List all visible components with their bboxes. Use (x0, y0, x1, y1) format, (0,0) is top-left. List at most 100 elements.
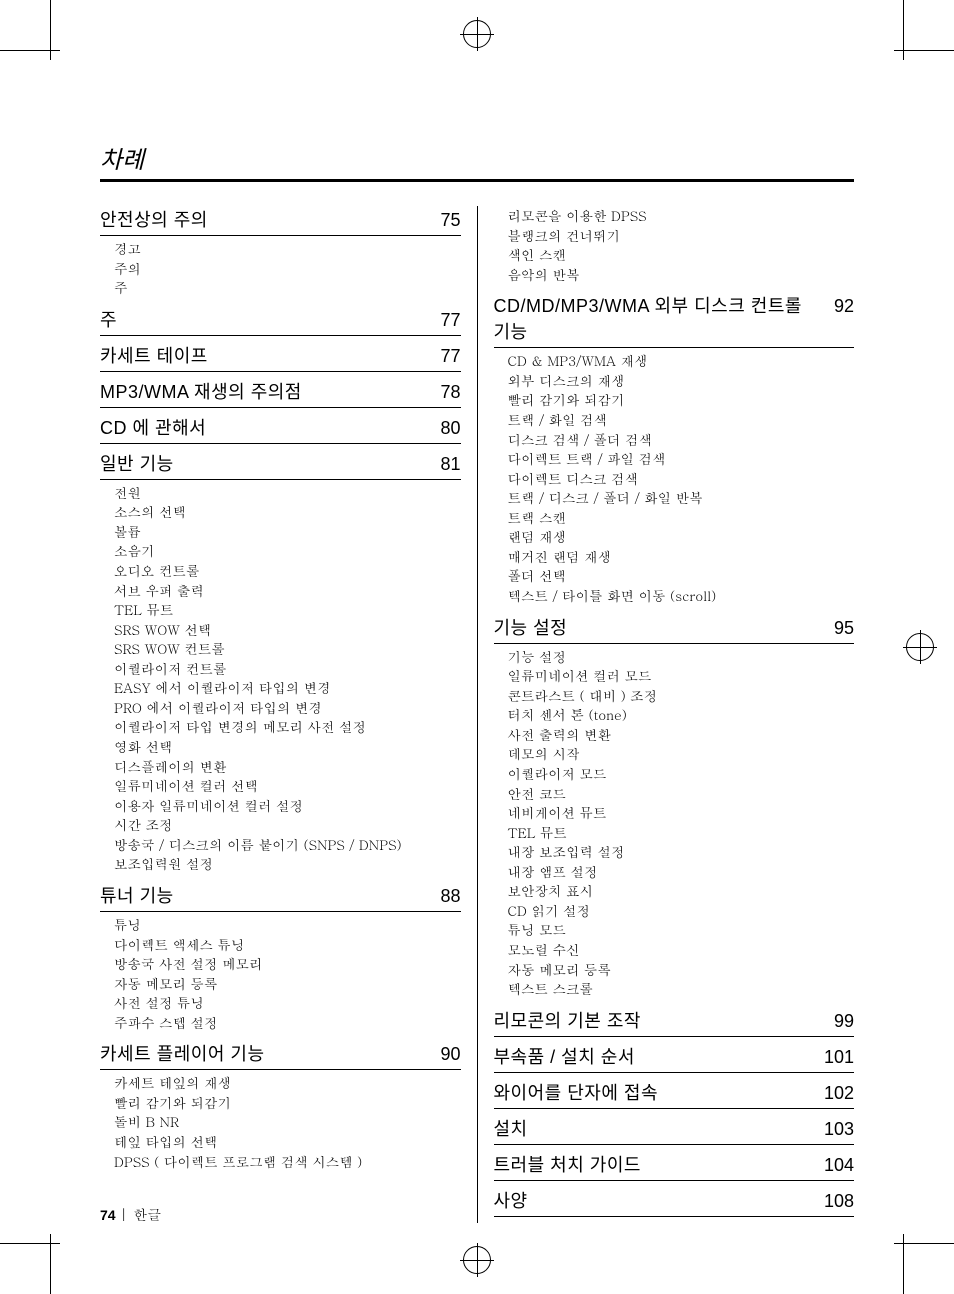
toc-subitem: 자동 메모리 등록 (114, 974, 461, 994)
toc-subitem: 돌비 B NR (114, 1112, 461, 1132)
crop-mark (0, 50, 60, 51)
toc-subitem: 오디오 컨트롤 (114, 561, 461, 581)
toc-subitem: 일류미네이션 컬러 선택 (114, 776, 461, 796)
toc-subitem: SRS WOW 컨트롤 (114, 639, 461, 659)
toc-section-heading: 기능 설정 95 (494, 614, 855, 644)
toc-section: 기능 설정 95 기능 설정일류미네이션 컬러 모드콘트라스트 ( 대비 ) 조정터… (494, 614, 855, 999)
toc-subitem: 보조입력원 설정 (114, 854, 461, 874)
toc-subitem: 다이렉트 디스크 검색 (508, 469, 855, 489)
toc-subitem: 리모콘을 이용한 DPSS (508, 206, 855, 226)
toc-section-title: 사양 (494, 1187, 528, 1213)
footer-separator: | (116, 1204, 134, 1224)
toc-subitem: 튜닝 모드 (508, 920, 855, 940)
toc-section: 카세트 테이프77 (100, 342, 461, 372)
toc-subitem: 내장 보조입력 설정 (508, 842, 855, 862)
toc-subitem: 기능 설정 (508, 647, 855, 667)
toc-subitem: 폴더 선택 (508, 566, 855, 586)
toc-subitem: 테잎 타입의 선택 (114, 1132, 461, 1152)
toc-section-page: 78 (440, 382, 460, 403)
toc-subitem: 콘트라스트 ( 대비 ) 조정 (508, 686, 855, 706)
toc-subitem: 외부 디스크의 재생 (508, 371, 855, 391)
toc-section-page: 99 (834, 1011, 854, 1032)
toc-section-page: 92 (834, 296, 854, 317)
toc-subitem: 주 (114, 278, 461, 298)
toc-subitem: 빨리 감기와 되감기 (508, 390, 855, 410)
toc-left-column: 안전상의 주의75경고주의주주77카세트 테이프77MP3/WMA 재생의 주의… (100, 206, 478, 1223)
toc-section-heading: 카세트 플레이어 기능90 (100, 1040, 461, 1070)
toc-section-page: 81 (440, 454, 460, 475)
toc-section: 카세트 플레이어 기능90카세트 테잎의 재생빨리 감기와 되감기돌비 B NR… (100, 1040, 461, 1171)
toc-section: 사양 108 (494, 1187, 855, 1217)
toc-subitem: 랜덤 재생 (508, 527, 855, 547)
toc-subitems: 전원소스의 선택볼륨소음기오디오 컨트롤서브 우퍼 출력TEL 뮤트SRS WO… (100, 483, 461, 874)
toc-section-heading: 설치103 (494, 1115, 855, 1145)
toc-subitem: 트랙 스캔 (508, 508, 855, 528)
toc-section-heading: 부속품 / 설치 순서101 (494, 1043, 855, 1073)
toc-subitem: 소음기 (114, 541, 461, 561)
toc-subitem: 사전 설정 튜닝 (114, 993, 461, 1013)
toc-section: 설치103 (494, 1115, 855, 1145)
toc-section-title: 안전상의 주의 (100, 206, 208, 232)
toc-section: MP3/WMA 재생의 주의점78 (100, 378, 461, 408)
toc-section: CD 에 관해서80 (100, 414, 461, 444)
toc-section-title: 기능 설정 (494, 614, 568, 640)
toc-section: 튜너 기능88 튜닝다이렉트 액세스 튜닝방송국 사전 설정 메모리자동 메모리 … (100, 882, 461, 1032)
toc-section-page: 102 (824, 1083, 854, 1104)
toc-subitem: 주의 (114, 259, 461, 279)
toc-subitem: 이퀄라이저 모드 (508, 764, 855, 784)
toc-subitem: 모노럴 수신 (508, 940, 855, 960)
toc-subitems: 기능 설정일류미네이션 컬러 모드콘트라스트 ( 대비 ) 조정터치 센서 톤 … (494, 647, 855, 999)
toc-subitem: PRO 에서 이퀄라이저 타입의 변경 (114, 698, 461, 718)
toc-subitem: 이용자 일류미네이션 컬러 설정 (114, 796, 461, 816)
toc-right-column: 리모콘을 이용한 DPSS블랭크의 건너뛰기색인 스캔음악의 반복CD/MD/M… (478, 206, 855, 1223)
toc-section-heading: 튜너 기능88 (100, 882, 461, 912)
toc-section: 부속품 / 설치 순서101 (494, 1043, 855, 1073)
toc-section-title: 일반 기능 (100, 450, 174, 476)
toc-subitem: CD 읽기 설정 (508, 901, 855, 921)
toc-subitem: 전원 (114, 483, 461, 503)
toc-subitem: 텍스트 스크롤 (508, 979, 855, 999)
toc-subitem: 다이렉트 액세스 튜닝 (114, 935, 461, 955)
toc-section-title: 리모콘의 기본 조작 (494, 1007, 641, 1033)
toc-section-title: 카세트 테이프 (100, 342, 208, 368)
toc-subitem: 이퀄라이저 타입 변경의 메모리 사전 설정 (114, 717, 461, 737)
toc-section: 일반 기능 81 전원소스의 선택볼륨소음기오디오 컨트롤서브 우퍼 출력TEL 뮤… (100, 450, 461, 874)
toc-section-page: 103 (824, 1119, 854, 1140)
toc-section-title: 카세트 플레이어 기능 (100, 1040, 265, 1066)
toc-subitem: EASY 에서 이퀄라이저 타입의 변경 (114, 678, 461, 698)
toc-subitem: DPSS ( 다이렉트 프로그램 검색 시스템 ) (114, 1152, 461, 1172)
toc-subitem: 보안장치 표시 (508, 881, 855, 901)
toc-section-heading: 사양 108 (494, 1187, 855, 1217)
registration-mark (906, 633, 934, 661)
toc-section: 안전상의 주의75경고주의주 (100, 206, 461, 298)
toc-section-title: CD/MD/MP3/WMA 외부 디스크 컨트롤 기능 (494, 292, 824, 344)
toc-subitem: 방송국 사전 설정 메모리 (114, 954, 461, 974)
toc-subitem: 방송국 / 디스크의 이름 붙이기 (SNPS / DNPS) (114, 835, 461, 855)
toc-section-heading: MP3/WMA 재생의 주의점78 (100, 378, 461, 408)
toc-section-heading: 리모콘의 기본 조작 99 (494, 1007, 855, 1037)
toc-subitems: 카세트 테잎의 재생빨리 감기와 되감기돌비 B NR테잎 타입의 선택DPSS… (100, 1073, 461, 1171)
toc-section-title: 튜너 기능 (100, 882, 174, 908)
toc-section: 와이어를 단자에 접속102 (494, 1079, 855, 1109)
toc-subitem: 빨리 감기와 되감기 (114, 1093, 461, 1113)
toc-subitem: 음악의 반복 (508, 265, 855, 285)
toc-section-page: 108 (824, 1191, 854, 1212)
toc-subitem: 볼륨 (114, 522, 461, 542)
toc-subitem: 주파수 스텝 설정 (114, 1013, 461, 1033)
toc-subitem: 매거진 랜덤 재생 (508, 547, 855, 567)
toc-subitem: 자동 메모리 등록 (508, 960, 855, 980)
toc-subitem: 시간 조정 (114, 815, 461, 835)
crop-mark (903, 0, 904, 60)
crop-mark (0, 1243, 60, 1244)
toc-section-title: 트러블 처치 가이드 (494, 1151, 641, 1177)
toc-subitem: 경고 (114, 239, 461, 259)
footer-language: 한글 (133, 1204, 161, 1224)
toc-subitem: 일류미네이션 컬러 모드 (508, 666, 855, 686)
toc-section-page: 95 (834, 618, 854, 639)
toc-section-title: 주 (100, 306, 117, 332)
toc-subitem: 블랭크의 건너뛰기 (508, 226, 855, 246)
toc-section-title: CD 에 관해서 (100, 414, 206, 440)
toc-subitem: 튜닝 (114, 915, 461, 935)
document-title: 차례 (100, 140, 854, 182)
toc-section-heading: CD/MD/MP3/WMA 외부 디스크 컨트롤 기능 92 (494, 292, 855, 348)
